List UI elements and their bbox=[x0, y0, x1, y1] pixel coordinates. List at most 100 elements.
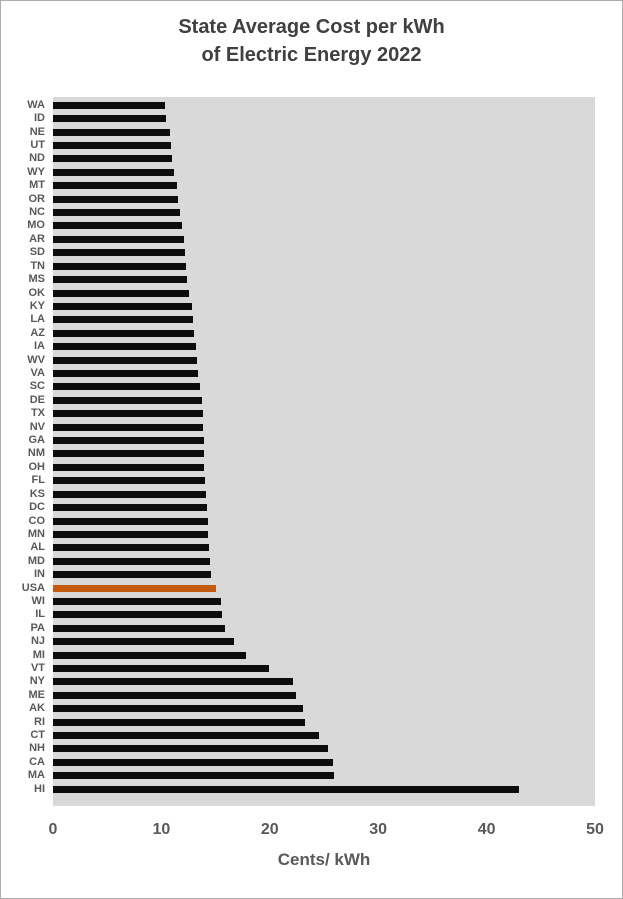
bar-il bbox=[53, 611, 223, 619]
category-label-fl: FL bbox=[31, 474, 45, 487]
category-label-nd: ND bbox=[29, 152, 45, 165]
bar-mi bbox=[53, 651, 246, 659]
bar-nv bbox=[53, 423, 203, 431]
bar-tn bbox=[53, 262, 187, 270]
x-tick-label-20: 20 bbox=[260, 821, 279, 838]
category-label-ia: IA bbox=[34, 340, 45, 353]
bar-nc bbox=[53, 209, 180, 217]
chart-title: State Average Cost per kWh of Electric E… bbox=[1, 13, 622, 69]
bar-ar bbox=[53, 235, 185, 243]
bar-mn bbox=[53, 530, 208, 538]
category-label-me: ME bbox=[28, 688, 46, 701]
category-label-dc: DC bbox=[29, 501, 45, 514]
bar-me bbox=[53, 691, 296, 699]
x-axis-title: Cents/ kWh bbox=[277, 850, 371, 869]
x-tick-label-0: 0 bbox=[48, 821, 58, 838]
category-label-or: OR bbox=[28, 192, 46, 205]
category-label-nh: NH bbox=[29, 742, 45, 755]
category-label-ar: AR bbox=[29, 232, 45, 245]
bar-hi bbox=[53, 785, 520, 793]
bar-ga bbox=[53, 437, 204, 445]
category-label-mo: MO bbox=[27, 219, 45, 232]
category-label-la: LA bbox=[30, 313, 45, 326]
category-label-tn: TN bbox=[30, 259, 45, 272]
category-label-az: AZ bbox=[30, 326, 45, 339]
bar-nj bbox=[53, 638, 234, 646]
category-label-va: VA bbox=[30, 367, 45, 379]
category-label-wi: WI bbox=[31, 594, 45, 607]
x-tick-label-10: 10 bbox=[152, 821, 171, 838]
category-label-ne: NE bbox=[29, 125, 45, 138]
bar-usa-highlight bbox=[53, 584, 216, 592]
category-label-ms: MS bbox=[28, 273, 46, 286]
category-label-mn: MN bbox=[27, 527, 45, 540]
category-label-ct: CT bbox=[30, 729, 45, 742]
bar-tx bbox=[53, 410, 203, 418]
bar-ky bbox=[53, 302, 192, 310]
bar-ia bbox=[53, 343, 197, 351]
bar-wv bbox=[53, 356, 198, 364]
chart-title-line-2: of Electric Energy 2022 bbox=[201, 44, 422, 66]
bar-mt bbox=[53, 182, 177, 190]
category-label-tx: TX bbox=[30, 407, 45, 420]
category-label-ca: CA bbox=[29, 755, 45, 768]
bar-dc bbox=[53, 504, 207, 512]
bar-nm bbox=[53, 450, 204, 458]
bar-ca bbox=[53, 758, 333, 766]
category-label-nj: NJ bbox=[30, 635, 45, 648]
bar-ne bbox=[53, 128, 171, 136]
bar-sc bbox=[53, 383, 201, 391]
category-label-ny: NY bbox=[29, 675, 45, 688]
bar-or bbox=[53, 195, 178, 203]
category-label-al: AL bbox=[30, 541, 45, 554]
category-label-ma: MA bbox=[27, 769, 45, 782]
bar-fl bbox=[53, 477, 205, 485]
category-label-hi: HI bbox=[34, 782, 45, 795]
bar-in bbox=[53, 571, 212, 579]
bar-ok bbox=[53, 289, 189, 297]
category-label-sc: SC bbox=[29, 380, 45, 393]
category-label-nm: NM bbox=[27, 447, 45, 460]
category-label-usa: USA bbox=[21, 581, 45, 594]
chart-title-line-1: State Average Cost per kWh bbox=[178, 16, 445, 38]
category-label-wy: WY bbox=[27, 165, 45, 178]
bar-al bbox=[53, 544, 210, 552]
category-label-co: CO bbox=[28, 514, 46, 527]
bar-wa bbox=[53, 101, 165, 109]
category-label-nc: NC bbox=[29, 206, 45, 219]
category-label-pa: PA bbox=[30, 621, 45, 634]
bar-ms bbox=[53, 276, 188, 284]
bar-wi bbox=[53, 597, 221, 605]
category-label-wv: WV bbox=[27, 353, 45, 366]
category-label-md: MD bbox=[27, 554, 45, 567]
category-label-ok: OK bbox=[28, 286, 46, 299]
bar-wy bbox=[53, 168, 175, 176]
category-label-vt: VT bbox=[30, 662, 45, 675]
bar-ri bbox=[53, 718, 305, 726]
bar-va bbox=[53, 370, 199, 377]
category-label-sd: SD bbox=[29, 246, 45, 259]
bar-vt bbox=[53, 665, 269, 673]
category-label-in: IN bbox=[34, 568, 45, 581]
x-tick-label-50: 50 bbox=[586, 821, 604, 838]
bar-ma bbox=[53, 772, 334, 780]
bar-id bbox=[53, 115, 166, 123]
bar-mo bbox=[53, 222, 182, 230]
category-label-ri: RI bbox=[34, 715, 45, 728]
bar-oh bbox=[53, 463, 204, 471]
category-label-id: ID bbox=[34, 112, 45, 125]
bar-sd bbox=[53, 249, 186, 257]
category-label-mi: MI bbox=[32, 648, 45, 661]
category-label-il: IL bbox=[35, 608, 45, 621]
category-label-mt: MT bbox=[29, 179, 45, 192]
bar-ut bbox=[53, 142, 172, 150]
category-label-ky: KY bbox=[29, 299, 45, 312]
plot-area bbox=[53, 97, 595, 806]
category-label-ut: UT bbox=[30, 139, 45, 152]
bar-ak bbox=[53, 705, 304, 713]
category-label-ga: GA bbox=[28, 434, 46, 447]
bar-ny bbox=[53, 678, 293, 686]
bar-nd bbox=[53, 155, 173, 163]
bar-pa bbox=[53, 624, 226, 632]
